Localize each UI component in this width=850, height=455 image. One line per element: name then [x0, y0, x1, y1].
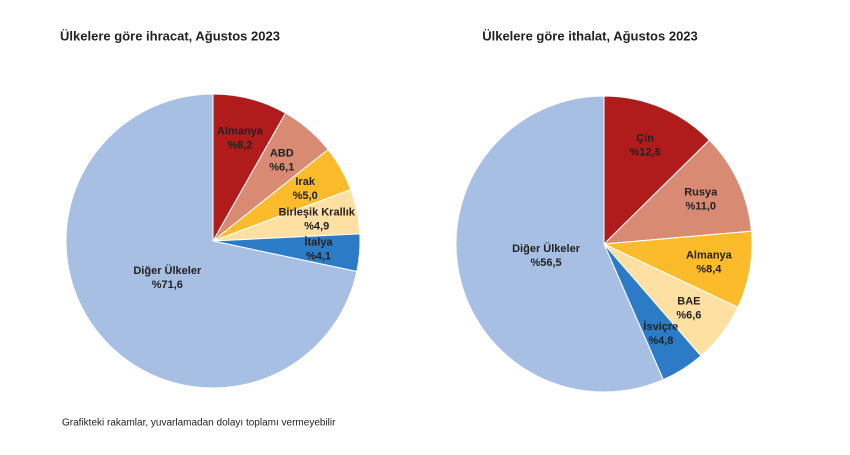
value-label: %8,2 [227, 140, 252, 152]
value-label: %6,1 [269, 161, 294, 173]
slice-label: Almanya [217, 126, 264, 138]
slice-label: İtalya [304, 235, 333, 248]
value-label: %56,5 [530, 257, 561, 269]
value-label: %6,6 [676, 309, 701, 321]
value-label: %71,6 [152, 279, 183, 291]
chart-title: Ülkelere göre ihracat, Ağustos 2023 [60, 28, 280, 43]
pie-slice [455, 95, 664, 393]
value-label: %8,4 [696, 264, 722, 276]
value-label: %11,0 [685, 200, 716, 212]
slice-label: BAE [677, 295, 700, 307]
slice-label: Almanya [686, 250, 733, 262]
slice-label: İsviçre [643, 320, 678, 333]
value-label: %12,6 [630, 147, 661, 159]
pie-slice [602, 139, 752, 245]
slice-label: Birleşik Krallık [278, 207, 355, 219]
value-label: %4,8 [648, 335, 673, 347]
value-label: %5,0 [293, 190, 318, 202]
slice-label: Rusya [684, 186, 718, 198]
slice-label: Diğer Ülkeler [512, 242, 581, 255]
value-label: %4,1 [306, 250, 331, 262]
chart-title: Ülkelere göre ithalat, Ağustos 2023 [482, 28, 698, 43]
slice-label: Diğer Ülkeler [133, 264, 202, 277]
pie-slice [603, 95, 711, 246]
pie-slice [65, 93, 358, 389]
slice-label: Irak [295, 176, 315, 188]
value-label: %4,9 [304, 221, 329, 233]
slice-label: Çin [636, 133, 654, 145]
slice-label: ABD [270, 147, 294, 159]
footnote: Grafikteki rakamlar, yuvarlamadan dolayı… [62, 418, 336, 429]
